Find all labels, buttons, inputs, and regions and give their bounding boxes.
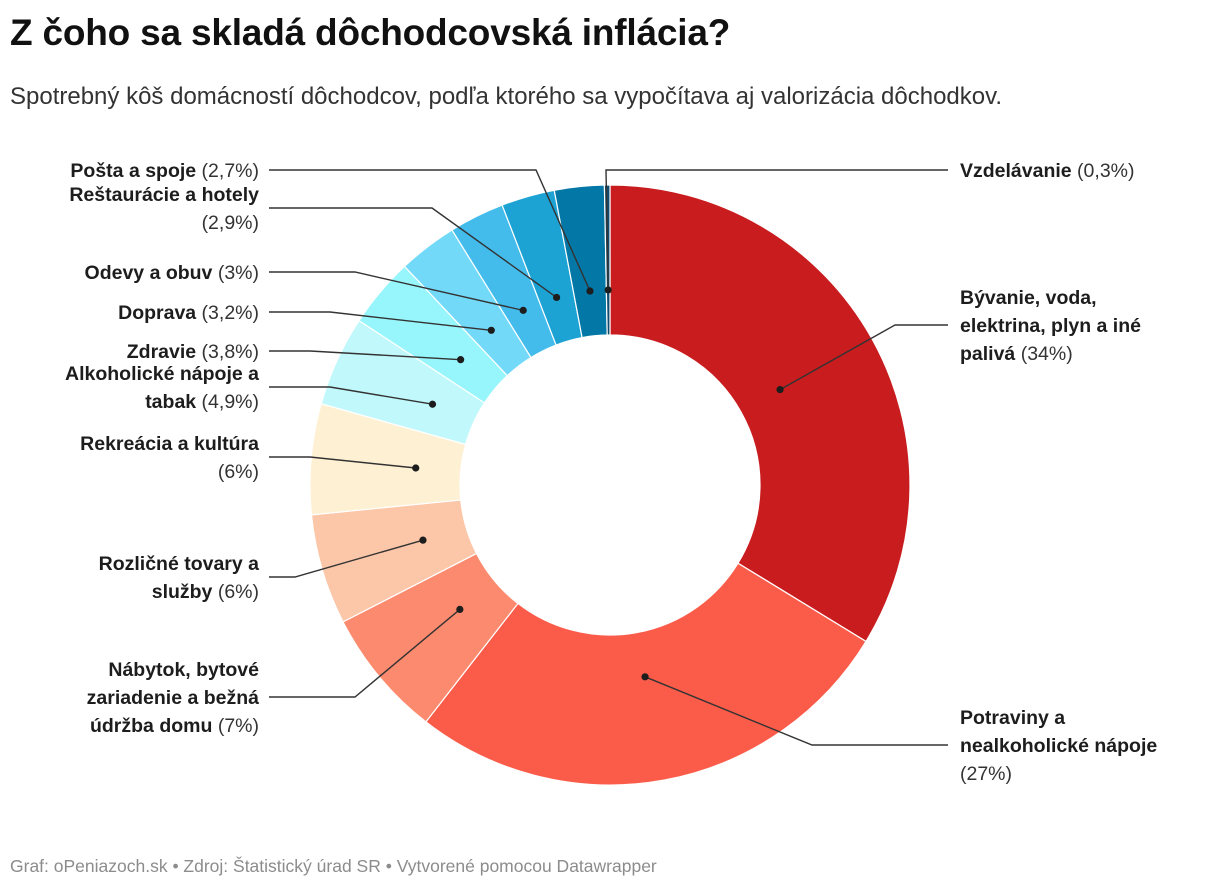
leader-dot-3 [456, 605, 464, 614]
leader-line-1 [779, 324, 948, 391]
leader-line-4 [269, 539, 424, 578]
leader-dot-11 [586, 287, 594, 295]
page-subtitle: Spotrebný kôš domácností dôchodcov, podľ… [10, 83, 1003, 110]
leader-line-8 [269, 311, 492, 331]
leader-dot-7 [457, 356, 465, 364]
slice-labels: Bývanie, voda, elektrina, plyn a iné paliv… [65, 160, 1157, 785]
leader-lines [269, 169, 948, 746]
leader-line-6 [269, 386, 433, 405]
slice-1[interactable] [609, 184, 911, 643]
leader-line-9 [269, 271, 524, 312]
leader-line-12 [605, 169, 948, 291]
slice-label-1: Bývanie, voda, elektrina, plyn a iné paliv… [960, 287, 1141, 365]
slice-label-9: Odevy a obuv (3%) [85, 262, 259, 284]
slice-label-11: Pošta a spoje (2,7%) [70, 160, 259, 182]
page-title: Z čoho sa skladá dôchodcovská inflácia? [10, 12, 731, 53]
slice-label-7: Zdravie (3,8%) [127, 341, 259, 363]
slice-label-6: Alkoholické nápoje a tabak (4,9%) [65, 363, 259, 413]
leader-line-7 [269, 350, 461, 361]
leader-line-10 [269, 207, 558, 299]
leader-dot-1 [776, 386, 784, 394]
slice-label-2: Potraviny a nealkoholické nápoje (27%) [960, 707, 1157, 785]
slice-label-3: Nábytok, bytové zariadenie a bežná údržba … [87, 659, 259, 737]
slice-label-10: Reštaurácie a hotely (2,9%) [69, 184, 259, 234]
source-footer: Graf: oPeniazoch.sk • Zdroj: Štatistický… [10, 856, 657, 876]
leader-dot-10 [553, 293, 561, 302]
leader-dot-2 [641, 673, 649, 681]
leader-dot-4 [419, 536, 427, 544]
slice-label-4: Rozličné tovary a služby (6%) [99, 553, 260, 603]
slice-label-8: Doprava (3,2%) [118, 302, 259, 324]
leader-line-5 [269, 456, 416, 469]
leader-line-11 [269, 169, 591, 292]
leader-dot-12 [604, 286, 612, 294]
donut-slices [309, 184, 911, 786]
leader-line-2 [644, 676, 948, 746]
leader-dot-5 [412, 464, 420, 472]
leader-dot-8 [487, 326, 495, 334]
slice-label-5: Rekreácia a kultúra (6%) [80, 433, 259, 483]
leader-line-3 [269, 608, 461, 698]
slice-label-12: Vzdelávanie (0,3%) [960, 160, 1135, 182]
leader-dot-6 [428, 400, 437, 408]
leader-dot-9 [519, 306, 527, 314]
